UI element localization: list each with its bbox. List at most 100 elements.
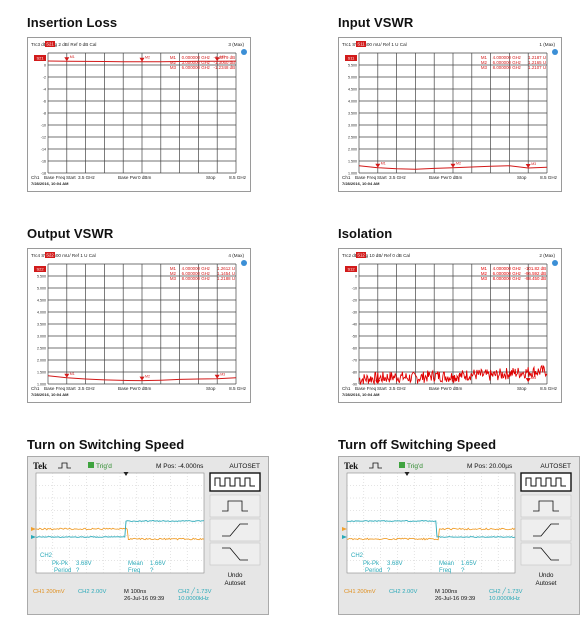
y-tick-label: -8: [43, 112, 46, 116]
info-icon: [241, 260, 247, 266]
run-state-icon: [369, 462, 382, 469]
marker-label: M3: [531, 376, 536, 380]
marker-freq: 3.000000 GHz: [182, 60, 210, 65]
marker-label: M1: [381, 162, 386, 166]
marker-triangle: [525, 163, 531, 168]
footer-base-freq: Base Freq: [44, 175, 66, 180]
scope-panel-turn-off: Tek Trig'd M Pos: 20.00µs AUTOSET CH2 Pk-Pk 3.…: [338, 456, 580, 615]
pkpk-label: Pk-Pk: [52, 561, 69, 567]
footer-channel: Ch1: [342, 386, 351, 391]
undo-autoset-label: Autoset: [536, 580, 557, 587]
marker-freq: 4.000000 GHz: [493, 55, 521, 60]
trace-param: S12: [357, 253, 365, 258]
footer-channel: Ch1: [31, 175, 40, 180]
marker-freq: 6.000000 GHz: [182, 65, 210, 70]
scope-panel-turn-on: Tek Trig'd M Pos: -4.000ns AUTOSET CH2 Pk-Pk 3…: [27, 456, 269, 615]
trig-status-box: [88, 462, 94, 468]
marker-freq: 4.000000 GHz: [182, 266, 210, 271]
trace-badge-label: S11: [348, 56, 356, 61]
trace-badge: [34, 55, 46, 61]
marker-label: M1: [381, 378, 386, 382]
marker-value: 1.2188 U: [217, 276, 235, 281]
y-tick-label: 4.000: [37, 311, 46, 315]
trace-param: S21: [46, 42, 54, 47]
footer-start-value: 3.5 GHz: [389, 386, 407, 391]
pkpk-value: 3.68V: [76, 561, 92, 567]
footer-channel: Ch1: [31, 386, 40, 391]
ch2-scale: CH2 2.00V: [389, 589, 417, 595]
y-tick-label: -20: [352, 299, 357, 303]
panel-title-isolation: Isolation: [338, 226, 393, 241]
period-value: ?: [387, 568, 391, 574]
pulse-icon: [533, 500, 559, 512]
footer-power: Base Pwr: [429, 175, 449, 180]
y-tick-label: 5.000: [37, 287, 46, 291]
y-tick-label: 4.500: [348, 88, 357, 92]
data-trace: [358, 364, 548, 386]
autoset-label: AUTOSET: [229, 463, 260, 470]
trace-max: 2 (Max): [539, 253, 555, 258]
mean-value: 1.66V: [150, 561, 166, 567]
marker-triangle: [64, 373, 70, 378]
y-tick-label: 3.000: [37, 335, 46, 339]
trace-badge-label: S21: [36, 56, 44, 61]
marker-value: -1.2279 dB: [214, 55, 236, 60]
trig-status: Trig'd: [96, 463, 112, 470]
y-tick-label: -80: [352, 371, 357, 375]
footer-stop-value: 8.5 GHz: [540, 175, 558, 180]
footer-date: 7/28/2016, 10:04 AM: [31, 392, 69, 397]
trace-param-box: [45, 41, 55, 47]
y-tick-label: 2.500: [37, 347, 46, 351]
trace-max: 3 (Max): [228, 42, 244, 47]
footer-start-value: 3.5 GHz: [78, 175, 96, 180]
trace-badge: [34, 266, 46, 272]
ch2-level-icon: [31, 535, 36, 539]
vna-panel-insertion-loss: Trc3 dB Mag 2 dB/ Ref 0 dB Cal S21 3 (Max)…: [27, 37, 251, 192]
marker-freq: 6.000000 GHz: [493, 60, 521, 65]
falling-edge-icon: [222, 547, 248, 561]
marker-triangle: [214, 374, 220, 379]
scope-date: 26-Jul-16 09:39: [435, 596, 475, 602]
scope-brand: Tek: [33, 461, 47, 471]
m-pos: M Pos: 20.00µs: [467, 463, 513, 470]
marker-value: 1.2612 U: [217, 266, 235, 271]
y-tick-label: 1.000: [348, 172, 357, 176]
footer-power: Base Pwr: [118, 386, 138, 391]
timebase: M 100ns: [124, 589, 146, 595]
marker-freq: 0.000000 GHz: [182, 55, 210, 60]
marker-triangle: [525, 378, 531, 383]
marker-id: M1: [170, 55, 177, 60]
trace-param-box: [356, 41, 366, 47]
autoset-pulse-button: [209, 494, 261, 518]
y-tick-label: 3.500: [37, 323, 46, 327]
ch2-trace: [35, 520, 205, 538]
y-tick-label: 2.500: [348, 136, 357, 140]
marker-value: -1.2348 dB: [214, 65, 236, 70]
marker-id: M3: [481, 65, 488, 70]
footer-stop-value: 8.5 GHz: [229, 386, 247, 391]
scope-brand: Tek: [344, 461, 358, 471]
y-tick-label: -4: [43, 88, 46, 92]
ch2-scale: CH2 2.00V: [78, 589, 106, 595]
y-tick-label: -40: [352, 323, 357, 327]
undo-label: Undo: [228, 572, 243, 579]
y-tick-label: -70: [352, 359, 357, 363]
autoset-pulse-button: [520, 494, 572, 518]
marker-freq: 4.000000 GHz: [493, 266, 521, 271]
marker-label: M3: [220, 55, 225, 59]
footer-start: Start: [66, 175, 76, 180]
marker-triangle: [450, 375, 456, 380]
period-label: Period: [54, 568, 71, 574]
marker-id: M3: [170, 65, 177, 70]
scope-title-turn-on: Turn on Switching Speed: [27, 437, 185, 452]
vna-panel-input-vswr: Trc1 SWR 500 mU/ Ref 1 U Cal S11 1 (Max) 5.…: [338, 37, 562, 192]
trace-badge-label: S12: [347, 267, 355, 272]
trace-param-box: [356, 252, 366, 258]
marker-value: -98.450 dB: [525, 276, 547, 281]
trace-header: Trc2 dB Mag 10 dB/ Ref 0 dB Cal: [342, 253, 410, 258]
falling-edge-icon: [533, 547, 559, 561]
footer-power: Base Pwr: [429, 386, 449, 391]
